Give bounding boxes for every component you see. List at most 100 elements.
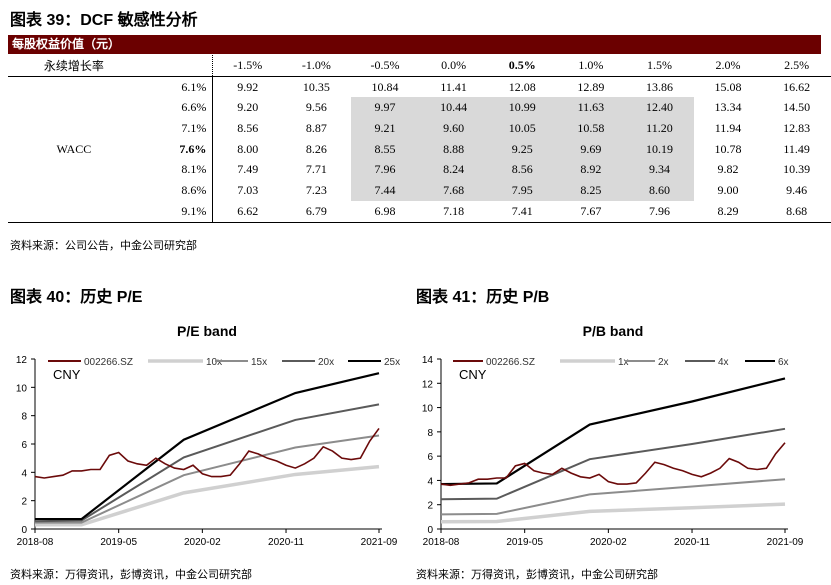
table-cell: 9.92 bbox=[212, 76, 283, 98]
table-cell: 10.05 bbox=[487, 118, 557, 139]
legend-label: 002266.SZ bbox=[486, 357, 535, 368]
table-cell: 8.26 bbox=[305, 141, 327, 156]
table-cell: 12.40 bbox=[625, 97, 694, 119]
wacc-value: 9.1% bbox=[139, 200, 214, 223]
table-row: 8.1% 7.49 7.71 7.96 8.24 8.56 8.92 9.34 9.82 10.3… bbox=[8, 159, 831, 181]
table-row: 6.1% 9.92 10.35 10.84 11.41 12.08 12.89 13.86 15… bbox=[8, 76, 831, 98]
table-cell: 6.62 bbox=[212, 200, 283, 223]
table-cell: 10.58 bbox=[556, 118, 626, 139]
pe-band-chart: P/E band 0 2 4 6 8 10 12 2018-08 2019-05 2020-02 20… bbox=[16, 323, 400, 548]
growth-header: 0.0% bbox=[419, 55, 488, 77]
table-cell: 9.21 bbox=[350, 118, 420, 139]
y-tick-label: 10 bbox=[16, 383, 28, 394]
table-cell: 9.00 bbox=[717, 182, 739, 197]
chart-title: P/B band bbox=[583, 323, 644, 339]
legend-label: 4x bbox=[718, 357, 729, 368]
y-tick-label: 8 bbox=[427, 428, 433, 439]
table-row: 9.1% 6.62 6.79 6.98 7.18 7.41 7.67 7.96 8.29 8.68 bbox=[8, 200, 831, 223]
table-row: 6.6% 9.20 9.56 9.97 10.44 10.99 11.63 12.40 13.3… bbox=[8, 97, 831, 119]
wacc-value: 7.1% bbox=[139, 118, 214, 139]
legend-label: 10x bbox=[206, 357, 222, 368]
pb-band-chart: P/B band 0 2 4 6 8 10 12 14 2018-08 2019-05 2020-02… bbox=[422, 323, 804, 548]
unit-label: CNY bbox=[53, 367, 81, 382]
table-cell: 8.56 bbox=[212, 118, 283, 139]
table-cell: 9.34 bbox=[625, 159, 694, 181]
table-cell: 9.60 bbox=[419, 118, 488, 139]
table-cell: 11.63 bbox=[556, 97, 626, 119]
table-cell: 6.98 bbox=[350, 200, 420, 223]
table-cell: 10.44 bbox=[419, 97, 488, 119]
y-tick-label: 14 bbox=[422, 355, 434, 366]
table-cell: 8.29 bbox=[693, 200, 763, 223]
growth-header: -1.5% bbox=[212, 55, 283, 77]
figure-39-title: 图表 39：DCF 敏感性分析 bbox=[10, 12, 198, 29]
chart-title: P/E band bbox=[177, 323, 237, 339]
growth-header: 1.5% bbox=[625, 55, 694, 77]
x-tick-label: 2020-11 bbox=[268, 537, 304, 548]
table-cell: 8.87 bbox=[305, 120, 327, 135]
table-cell: 11.94 bbox=[714, 120, 742, 135]
table-cell: 7.03 bbox=[212, 180, 283, 201]
growth-header: 1.0% bbox=[556, 55, 626, 77]
figure-41-source: 资料来源：万得资讯，彭博资讯，中金公司研究部 bbox=[416, 569, 658, 581]
legend-label: 25x bbox=[384, 357, 400, 368]
y-tick-label: 6 bbox=[21, 440, 27, 451]
table-cell: 10.99 bbox=[487, 97, 557, 119]
wacc-label: WACC bbox=[56, 141, 92, 156]
table-cell: 8.56 bbox=[487, 159, 557, 181]
x-tick-label: 2018-08 bbox=[423, 537, 460, 548]
y-tick-label: 6 bbox=[427, 452, 433, 463]
band-line-10x bbox=[35, 464, 380, 527]
growth-header: 2.0% bbox=[693, 55, 763, 77]
y-tick-label: 4 bbox=[427, 476, 433, 487]
x-tick-label: 2021-09 bbox=[767, 537, 804, 548]
table-cell: 13.86 bbox=[645, 79, 673, 94]
growth-header: 0.5% bbox=[487, 55, 557, 77]
growth-header: -1.0% bbox=[282, 55, 351, 77]
table-row: 7.1% 8.56 8.87 9.21 9.60 10.05 10.58 11.20 11.94… bbox=[8, 118, 831, 139]
table-cell: 10.35 bbox=[302, 79, 330, 94]
wacc-value: 6.1% bbox=[139, 76, 214, 98]
table-cell: 8.25 bbox=[556, 180, 626, 201]
figure-39-source: 资料来源：公司公告，中金公司研究部 bbox=[10, 240, 197, 252]
table-cell: 12.89 bbox=[577, 79, 605, 94]
x-tick-label: 2018-08 bbox=[17, 537, 54, 548]
table-cell: 15.08 bbox=[714, 79, 742, 94]
legend-label: 15x bbox=[251, 357, 267, 368]
table-cell: 7.95 bbox=[487, 180, 557, 201]
table-cell: 10.78 bbox=[714, 141, 742, 156]
y-tick-label: 0 bbox=[427, 525, 433, 536]
table-cell: 12.83 bbox=[783, 120, 811, 135]
unit-label: CNY bbox=[459, 367, 487, 382]
table-cell: 7.67 bbox=[556, 200, 626, 223]
legend-label: 002266.SZ bbox=[84, 357, 133, 368]
growth-header: 2.5% bbox=[762, 55, 831, 77]
table-cell: 12.08 bbox=[508, 79, 536, 94]
table-cell: 8.55 bbox=[350, 138, 420, 160]
table-cell: 9.97 bbox=[350, 97, 420, 119]
table-cell: 9.20 bbox=[212, 97, 283, 119]
table-cell: 8.92 bbox=[556, 159, 626, 181]
table-cell: 10.84 bbox=[371, 79, 399, 94]
figure-40-source: 资料来源：万得资讯，彭博资讯，中金公司研究部 bbox=[10, 569, 252, 581]
table-cell: 9.25 bbox=[487, 138, 557, 160]
growth-header: -0.5% bbox=[350, 55, 420, 77]
table-cell: 16.62 bbox=[783, 79, 811, 94]
y-tick-label: 10 bbox=[422, 404, 434, 415]
table-cell: 9.56 bbox=[305, 100, 327, 115]
figure-41-title: 图表 41：历史 P/B bbox=[416, 289, 550, 306]
table-cell: 7.71 bbox=[305, 162, 327, 177]
y-tick-label: 0 bbox=[21, 525, 27, 536]
table-cell: 11.41 bbox=[440, 79, 467, 94]
figure-40-title: 图表 40：历史 P/E bbox=[10, 289, 143, 306]
table-cell: 8.00 bbox=[212, 138, 283, 160]
legend-label: 2x bbox=[658, 357, 669, 368]
legend-label: 20x bbox=[318, 357, 334, 368]
table-cell: 8.68 bbox=[762, 200, 831, 223]
x-tick-label: 2019-05 bbox=[506, 537, 543, 548]
x-tick-label: 2021-09 bbox=[361, 537, 398, 548]
legend-label: 6x bbox=[778, 357, 789, 368]
x-tick-label: 2020-02 bbox=[184, 537, 221, 548]
table-cell: 14.50 bbox=[783, 100, 811, 115]
table-cell: 9.69 bbox=[556, 138, 626, 160]
